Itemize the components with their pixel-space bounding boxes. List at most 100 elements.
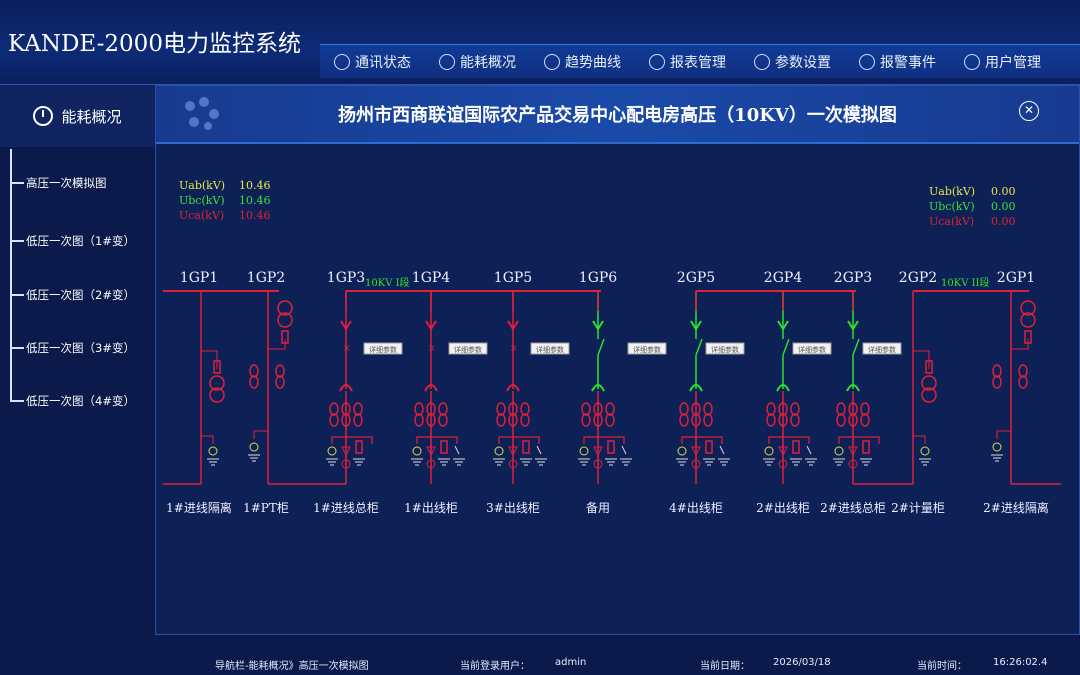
bus-label-2: 10KV II段 — [941, 276, 990, 289]
breaker-gap — [851, 339, 855, 355]
arrester-icon — [426, 446, 436, 457]
indicator-icon — [677, 446, 687, 456]
pt-icon — [277, 312, 293, 328]
panel-code[interactable]: 1GP2 — [247, 270, 285, 286]
panel-name: 2#进线隔离 — [983, 500, 1049, 515]
detail-button[interactable]: 详细参数 — [363, 342, 403, 355]
panel-name: 1#进线总柜 — [313, 501, 379, 515]
ct-icon — [1018, 364, 1028, 378]
disconnector-icon — [339, 384, 353, 392]
disconnector-icon — [846, 384, 860, 392]
ct-icon — [778, 413, 788, 427]
detail-button-bg — [363, 342, 403, 355]
fuse-icon — [281, 330, 289, 344]
fuse-icon — [213, 360, 221, 374]
panel-2GP4 — [763, 291, 817, 484]
disconnector-icon — [591, 384, 605, 392]
branch-line — [913, 350, 930, 369]
branch-line — [996, 430, 1011, 439]
ct-icon — [790, 402, 800, 416]
panel-code[interactable]: 2GP3 — [834, 270, 872, 286]
nav-item-6[interactable]: 用户管理 — [950, 45, 1055, 78]
nav-label: 报表管理 — [670, 54, 726, 71]
panel-code[interactable]: 2GP4 — [764, 270, 803, 286]
nav-item-3[interactable]: 报表管理 — [635, 45, 740, 78]
ct-icon — [790, 413, 800, 427]
panel-code[interactable]: 2GP2 — [899, 270, 937, 286]
sidebar-item-lv2[interactable]: 低压一次图（2#变） — [10, 287, 135, 303]
clock-icon — [33, 106, 54, 126]
disconnector-icon — [425, 320, 437, 331]
arrester-icon — [508, 446, 518, 457]
nav-item-0[interactable]: 通讯状态 — [320, 45, 425, 78]
nav-item-2[interactable]: 趋势曲线 — [530, 45, 635, 78]
panel-code[interactable]: 1GP3 — [327, 270, 365, 286]
detail-button[interactable]: 详细参数 — [792, 342, 832, 355]
nav-label: 报警事件 — [880, 54, 936, 71]
ct-icon — [593, 413, 603, 427]
branch-line — [583, 436, 625, 444]
detail-button-bg — [705, 342, 745, 355]
indicator-icon — [494, 446, 504, 456]
bus-label-1: 10KV I段 — [365, 276, 410, 289]
cable-icon — [848, 459, 858, 469]
ct-icon — [341, 402, 351, 416]
ct-icon — [992, 375, 1002, 389]
earth-switch-icon — [536, 445, 542, 455]
panel-1GP3: × — [326, 291, 373, 484]
panel-code[interactable]: 1GP1 — [180, 270, 218, 286]
detail-button-label: 详细参数 — [369, 345, 397, 354]
panel-name: 4#出线柜 — [669, 501, 723, 515]
sidebar-item-lv1[interactable]: 低压一次图（1#变） — [10, 233, 135, 249]
detail-button[interactable]: 详细参数 — [627, 342, 667, 355]
sidebar-item-lv3[interactable]: 低压一次图（3#变） — [10, 340, 135, 356]
ct-icon — [353, 402, 363, 416]
detail-button-label: 详细参数 — [711, 345, 739, 354]
panel-code[interactable]: 2GP1 — [997, 270, 1035, 286]
ct-icon — [703, 402, 713, 416]
panel-code[interactable]: 2GP5 — [677, 270, 715, 286]
meter-value: 10.46 — [239, 179, 271, 192]
detail-button[interactable]: 详细参数 — [705, 342, 745, 355]
panel-code[interactable]: 1GP4 — [412, 270, 451, 286]
meter-label: Ubc(kV) — [179, 194, 225, 207]
panel-1GP4: × — [411, 291, 465, 484]
sidebar-header[interactable]: 能耗概况 — [0, 85, 155, 147]
ct-icon — [593, 402, 603, 416]
report-icon — [649, 53, 665, 70]
breaker-gap — [694, 339, 698, 355]
ct-icon — [426, 402, 436, 416]
branch-line — [201, 435, 214, 444]
ct-icon — [581, 402, 591, 416]
ct-icon — [1018, 375, 1028, 389]
close-button[interactable]: ✕ — [1019, 101, 1039, 121]
sidebar-item-lv4[interactable]: 低压一次图（4#变） — [10, 393, 135, 409]
fuse-icon — [440, 440, 448, 454]
ct-icon — [508, 413, 518, 427]
breaker-gap — [596, 339, 600, 355]
panel-code[interactable]: 1GP6 — [579, 270, 618, 286]
indicator-icon — [920, 446, 930, 456]
detail-button-label: 详细参数 — [454, 345, 482, 354]
signal-icon — [334, 53, 350, 70]
ct-icon — [778, 402, 788, 416]
meter-value: 0.00 — [991, 185, 1016, 198]
ct-icon — [520, 402, 530, 416]
detail-button[interactable]: 详细参数 — [448, 342, 488, 355]
main-panel: 扬州市西商联谊国际农产品交易中心配电房高压（10KV）一次模拟图 ✕ Uab(k… — [155, 85, 1080, 635]
detail-button[interactable]: 详细参数 — [530, 342, 570, 355]
status-bar: 导航栏-能耗概况》高压一次模拟图 当前登录用户： admin 当前日期： 202… — [155, 640, 1080, 675]
sidebar-item-hv[interactable]: 高压一次模拟图 — [10, 175, 107, 191]
nav-item-4[interactable]: 参数设置 — [740, 45, 845, 78]
indicator-icon — [249, 442, 259, 452]
branch-line — [331, 436, 373, 444]
ct-icon — [679, 402, 689, 416]
detail-button[interactable]: 详细参数 — [862, 342, 902, 355]
branch-line — [201, 350, 218, 369]
ct-icon — [691, 413, 701, 427]
panel-code[interactable]: 1GP5 — [494, 270, 532, 286]
nav-item-5[interactable]: 报警事件 — [845, 45, 950, 78]
nav-item-1[interactable]: 能耗概况 — [425, 45, 530, 78]
clock-icon — [439, 53, 455, 70]
ct-icon — [860, 402, 870, 416]
